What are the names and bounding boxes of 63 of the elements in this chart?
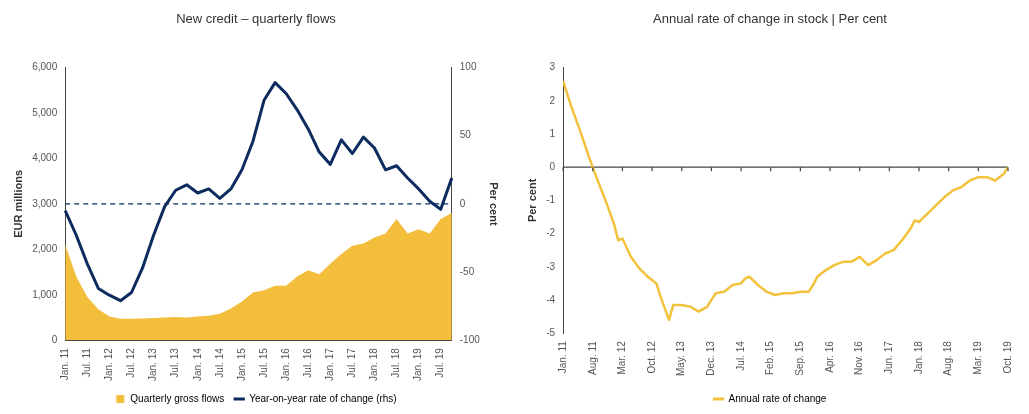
x-tick-label: Sep. 15 bbox=[794, 340, 806, 376]
x-tick-label: Jan. 18 bbox=[912, 340, 924, 374]
x-tick-label: Aug. 18 bbox=[942, 340, 954, 376]
y-tick-label: -5 bbox=[546, 326, 556, 338]
x-tick-label: Jul. 13 bbox=[169, 347, 181, 378]
x-tick-label: Jan. 13 bbox=[147, 347, 159, 382]
y-tick-label: 5,000 bbox=[32, 106, 58, 118]
x-tick-label: Jul. 18 bbox=[390, 347, 402, 378]
y-tick-label: 0 bbox=[51, 333, 58, 345]
chart-title: Annual rate of change in stock | Per cent bbox=[653, 11, 888, 27]
x-tick-label: Jul. 12 bbox=[125, 347, 137, 378]
y-tick-label: -1 bbox=[546, 194, 556, 206]
y-tick-label: -3 bbox=[546, 260, 556, 272]
y2-axis-title: Per cent bbox=[488, 182, 501, 226]
y2-tick-label: -50 bbox=[459, 265, 475, 277]
x-tick-label: Jan. 12 bbox=[103, 347, 115, 382]
x-tick-label: Mar. 19 bbox=[972, 340, 984, 375]
x-tick-label: Feb. 15 bbox=[764, 340, 776, 376]
y2-tick-label: -100 bbox=[459, 333, 481, 345]
x-tick-label: Oct. 19 bbox=[1001, 340, 1013, 374]
y-tick-label: 2 bbox=[549, 94, 556, 106]
y-tick-label: 1,000 bbox=[32, 288, 58, 300]
x-tick-label: Jul. 19 bbox=[434, 347, 446, 378]
y-tick-label: -4 bbox=[546, 293, 556, 305]
chart-title: New credit – quarterly flows bbox=[176, 11, 337, 27]
y2-tick-label: 100 bbox=[459, 61, 477, 73]
x-tick-label: Apr. 16 bbox=[823, 340, 835, 373]
x-tick-label: Jul. 17 bbox=[346, 347, 358, 378]
y-tick-label: -2 bbox=[546, 227, 556, 239]
legend-label: Year-on-year rate of change (rhs) bbox=[249, 392, 397, 404]
legend-label: Annual rate of change bbox=[728, 392, 827, 404]
x-tick-label: Aug. 11 bbox=[586, 340, 598, 375]
x-tick-label: Jan. 19 bbox=[412, 347, 424, 382]
x-tick-label: Jan. 14 bbox=[191, 347, 203, 382]
x-tick-label: Jan. 11 bbox=[556, 340, 568, 374]
x-tick-label: May. 13 bbox=[675, 340, 687, 377]
y-axis-title: EUR millions bbox=[11, 169, 24, 238]
legend-label: Quarterly gross flows bbox=[130, 392, 225, 404]
x-tick-label: Dec. 13 bbox=[705, 340, 717, 376]
x-tick-label: Jan. 18 bbox=[368, 347, 380, 382]
x-tick-label: Jul. 11 bbox=[81, 347, 93, 377]
x-tick-label: Mar. 12 bbox=[616, 340, 628, 375]
x-tick-label: Jul. 14 bbox=[213, 347, 225, 378]
y-tick-label: 3,000 bbox=[32, 197, 58, 209]
x-tick-label: Jul. 14 bbox=[734, 340, 746, 371]
y-tick-label: 0 bbox=[549, 160, 556, 172]
x-tick-label: Jan. 15 bbox=[235, 347, 247, 382]
y-tick-label: 4,000 bbox=[32, 152, 58, 164]
y-axis-title: Per cent bbox=[525, 178, 538, 223]
y-tick-label: 6,000 bbox=[32, 61, 58, 73]
x-tick-label: Oct. 12 bbox=[645, 340, 657, 374]
y2-tick-label: 0 bbox=[459, 197, 466, 209]
x-tick-label: Jan. 16 bbox=[279, 347, 291, 382]
y-tick-label: 1 bbox=[549, 127, 556, 139]
x-tick-label: Jan. 17 bbox=[324, 347, 336, 382]
x-tick-label: Jan. 11 bbox=[58, 347, 70, 381]
y2-tick-label: 50 bbox=[459, 129, 472, 141]
y-tick-label: 3 bbox=[549, 61, 556, 73]
x-tick-label: Jun. 17 bbox=[883, 340, 895, 374]
y-tick-label: 2,000 bbox=[32, 243, 58, 255]
x-tick-label: Nov. 16 bbox=[853, 340, 865, 375]
x-tick-label: Jul. 16 bbox=[301, 347, 313, 378]
x-tick-label: Jul. 15 bbox=[257, 347, 269, 378]
